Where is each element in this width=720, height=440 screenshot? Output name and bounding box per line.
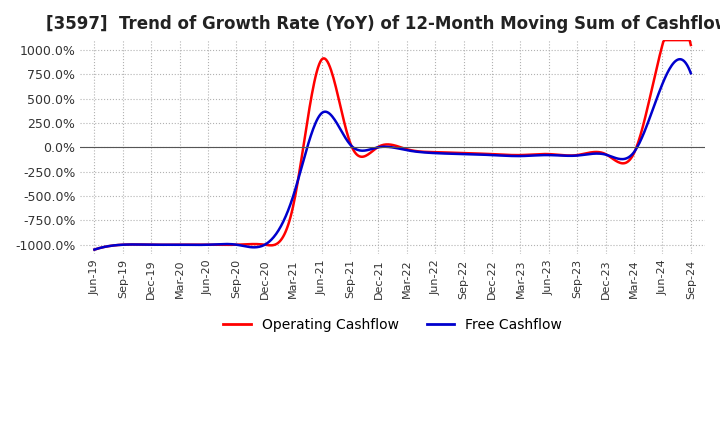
Operating Cashflow [90,247,99,252]
Operating Cashflow [579,151,588,157]
Line: Free Cashflow: Free Cashflow [94,59,690,249]
Operating Cashflow [374,145,382,150]
Legend: Operating Cashflow, Free Cashflow: Operating Cashflow, Free Cashflow [217,312,568,337]
Operating Cashflow [377,143,386,148]
Operating Cashflow [445,150,454,155]
Free Cashflow [686,70,695,76]
Free Cashflow [377,144,386,150]
Free Cashflow [445,151,454,156]
Operating Cashflow [413,149,421,154]
Title: [3597]  Trend of Growth Rate (YoY) of 12-Month Moving Sum of Cashflows: [3597] Trend of Growth Rate (YoY) of 12-… [45,15,720,33]
Operating Cashflow [686,42,695,48]
Line: Operating Cashflow: Operating Cashflow [94,40,690,249]
Free Cashflow [413,149,421,154]
Operating Cashflow [673,37,682,43]
Free Cashflow [374,145,382,150]
Operating Cashflow [660,37,669,43]
Free Cashflow [676,57,685,62]
Free Cashflow [579,152,588,158]
Free Cashflow [672,58,681,63]
Free Cashflow [90,247,99,252]
